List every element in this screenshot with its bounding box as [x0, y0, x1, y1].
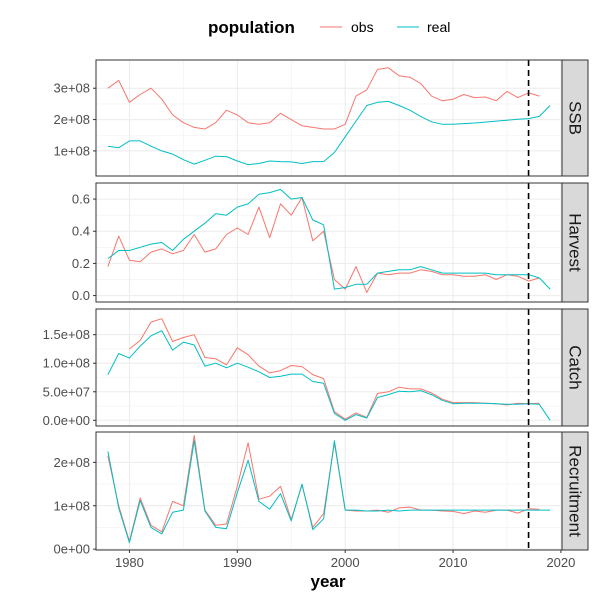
series-line-obs — [107, 435, 540, 542]
x-tick-label: 2010 — [439, 555, 468, 570]
y-tick-label: 2e+08 — [53, 112, 90, 127]
series-line-obs — [129, 318, 540, 420]
y-tick-label: 0.0e+00 — [43, 413, 90, 428]
y-tick-label: 1e+08 — [53, 498, 90, 513]
x-tick-label: 1980 — [115, 555, 144, 570]
y-tick-label: 0e+00 — [53, 542, 90, 557]
y-tick-label: 1e+08 — [53, 143, 90, 158]
series-line-real — [107, 100, 551, 166]
y-tick-label: 0.6 — [72, 192, 90, 207]
x-tick-label: 2000 — [331, 555, 360, 570]
y-tick-label: 0.4 — [72, 224, 90, 239]
y-tick-label: 5.0e+07 — [43, 384, 90, 399]
panel-ssb: 1e+08 2e+08 3e+08 SSB — [53, 59, 589, 177]
panels: 1e+082e+083e+08SSB0.00.20.40.6Harvest0.0… — [43, 59, 589, 557]
legend: population obs real — [208, 18, 450, 37]
panel-background — [96, 309, 562, 426]
y-tick-label: 0.2 — [72, 256, 90, 271]
legend-label-real: real — [427, 19, 450, 35]
panel-background — [96, 432, 562, 550]
series-line-obs — [107, 197, 540, 293]
y-tick-label: 3e+08 — [53, 81, 90, 96]
strip-label-recruitment: Recruitment — [566, 445, 585, 537]
panel-catch: 0.0e+00 5.0e+07 1.0e+08 1.5e+08 Catch — [43, 308, 589, 428]
x-axis-title: year — [311, 572, 346, 591]
x-tick-label: 1990 — [223, 555, 252, 570]
panel-background — [96, 183, 562, 302]
panel-recruitment: 0e+00 1e+08 2e+08 Recruitment — [53, 431, 589, 557]
x-tick-label: 2020 — [546, 555, 575, 570]
panel-harvest: 0.0 0.2 0.4 0.6 Harvest — [72, 182, 589, 303]
strip-label-harvest: Harvest — [566, 213, 585, 272]
y-tick-label: 0.0 — [72, 288, 90, 303]
y-tick-label: 1.0e+08 — [43, 356, 90, 371]
legend-title: population — [208, 18, 295, 37]
panel-background — [96, 60, 562, 176]
strip-background — [561, 59, 589, 177]
strip-background — [561, 431, 589, 551]
y-tick-label: 1.5e+08 — [43, 327, 90, 342]
series-line-real — [107, 330, 551, 421]
legend-label-obs: obs — [351, 19, 374, 35]
strip-background — [561, 182, 589, 303]
y-tick-label: 2e+08 — [53, 455, 90, 470]
strip-label-ssb: SSB — [566, 101, 585, 135]
strip-background — [561, 308, 589, 427]
series-line-real — [107, 188, 551, 290]
series-line-real — [107, 440, 551, 544]
series-line-obs — [107, 67, 540, 130]
strip-label-catch: Catch — [566, 345, 585, 389]
x-axis: 1980 1990 2000 2010 2020 — [115, 550, 575, 570]
